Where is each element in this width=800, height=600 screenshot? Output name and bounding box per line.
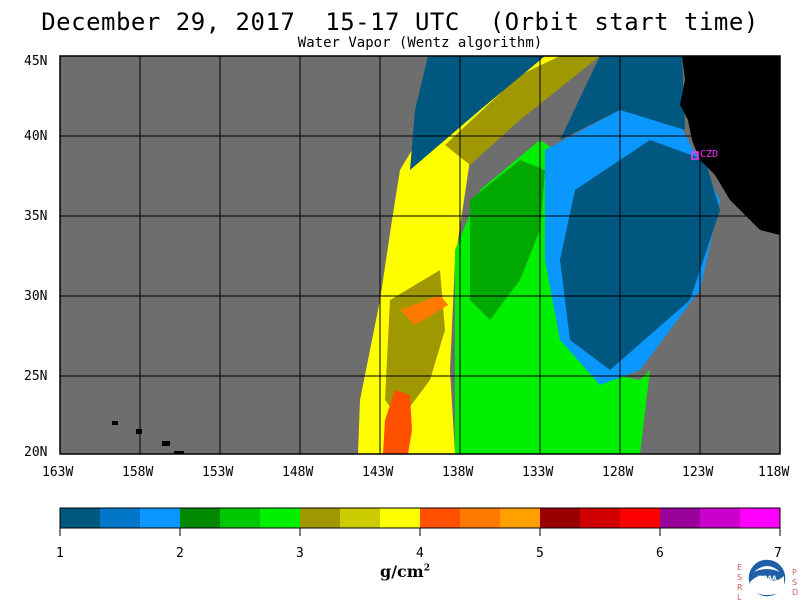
colorbar-ticks xyxy=(59,528,781,536)
colorbar-swatch-18 xyxy=(740,508,781,528)
island-maui xyxy=(162,441,170,446)
colorbar-swatch-10 xyxy=(420,508,461,528)
lat-label-25n: 25N xyxy=(24,369,47,384)
latitude-labels: 45N 40N 35N 30N 25N 20N xyxy=(24,54,47,460)
colorbar-label-1: 1 xyxy=(56,546,64,561)
colorbar xyxy=(60,508,781,528)
lat-label-35n: 35N xyxy=(24,209,47,224)
coastline-land xyxy=(680,56,780,235)
colorbar-label-5: 5 xyxy=(536,546,544,561)
colorbar-label-3: 3 xyxy=(296,546,304,561)
badge-letter-s1: S xyxy=(737,573,742,582)
lon-label-133w: 133W xyxy=(522,465,553,480)
longitude-labels: 163W 158W 153W 148W 143W 138W 133W 128W … xyxy=(42,465,789,480)
colorbar-swatch-17 xyxy=(700,508,741,528)
swath-darkgreen-region xyxy=(470,160,545,320)
noaa-esrl-psd-badge: E S R L NOAA P S D xyxy=(737,558,798,600)
colorbar-swatch-7 xyxy=(300,508,341,528)
lon-label-118w: 118W xyxy=(758,465,789,480)
badge-letter-d: D xyxy=(792,588,798,597)
lat-label-40n: 40N xyxy=(24,129,47,144)
lon-label-128w: 128W xyxy=(602,465,633,480)
page-subtitle: Water Vapor (Wentz algorithm) xyxy=(297,35,543,51)
lon-label-138w: 138W xyxy=(442,465,473,480)
swath-orange-patch-2 xyxy=(400,295,448,325)
badge-letter-r: R xyxy=(737,583,743,592)
lat-label-45n: 45N xyxy=(24,54,47,69)
swath-navy-north xyxy=(410,56,545,170)
noaa-logo-bird-icon xyxy=(754,566,780,572)
lon-label-163w: 163W xyxy=(42,465,73,480)
station-marker xyxy=(691,151,699,160)
island-big xyxy=(174,451,184,454)
swath-navy-core xyxy=(560,140,720,370)
colorbar-swatch-6 xyxy=(260,508,301,528)
badge-letter-p: P xyxy=(792,568,797,577)
lon-label-158w: 158W xyxy=(122,465,153,480)
colorbar-swatch-15 xyxy=(620,508,661,528)
lat-label-30n: 30N xyxy=(24,289,47,304)
colorbar-label-7: 7 xyxy=(774,546,782,561)
lat-label-20n: 20N xyxy=(24,445,47,460)
noaa-logo-wave-icon xyxy=(750,575,784,595)
island-kauai xyxy=(112,421,118,425)
colorbar-swatch-5 xyxy=(220,508,261,528)
colorbar-swatch-16 xyxy=(660,508,701,528)
colorbar-swatch-11 xyxy=(460,508,501,528)
colorbar-swatch-8 xyxy=(340,508,381,528)
lon-label-123w: 123W xyxy=(682,465,713,480)
colorbar-units: g/cm2 xyxy=(380,562,430,581)
island-oahu xyxy=(136,429,142,434)
station-label: CZD xyxy=(700,149,718,160)
swath-orange-patch-1 xyxy=(383,390,412,454)
colorbar-swatch-14 xyxy=(580,508,621,528)
colorbar-label-6: 6 xyxy=(656,546,664,561)
colorbar-swatch-3 xyxy=(140,508,181,528)
colorbar-swatch-9 xyxy=(380,508,421,528)
lon-label-153w: 153W xyxy=(202,465,233,480)
lon-label-148w: 148W xyxy=(282,465,313,480)
colorbar-swatch-2 xyxy=(100,508,141,528)
colorbar-swatch-12 xyxy=(500,508,541,528)
badge-letter-l: L xyxy=(737,593,742,600)
page-title: December 29, 2017 15-17 UTC (Orbit start… xyxy=(41,8,759,36)
map-panel: CZD xyxy=(59,55,781,455)
colorbar-swatch-4 xyxy=(180,508,221,528)
units-text: g/cm xyxy=(380,562,424,581)
colorbar-swatch-1 xyxy=(60,508,101,528)
colorbar-label-4: 4 xyxy=(416,546,424,561)
colorbar-labels: 1 2 3 4 5 6 7 xyxy=(56,546,782,561)
lon-label-143w: 143W xyxy=(362,465,393,480)
badge-letter-e: E xyxy=(737,563,742,572)
colorbar-swatch-13 xyxy=(540,508,581,528)
colorbar-label-2: 2 xyxy=(176,546,184,561)
units-superscript: 2 xyxy=(423,563,430,574)
gridlines xyxy=(60,56,780,454)
badge-letter-s2: S xyxy=(792,578,797,587)
noaa-logo-text: NOAA xyxy=(757,575,777,582)
swath-olive-region-north xyxy=(445,56,600,165)
swath-navy-northeast xyxy=(560,56,685,140)
map-frame xyxy=(59,55,781,455)
